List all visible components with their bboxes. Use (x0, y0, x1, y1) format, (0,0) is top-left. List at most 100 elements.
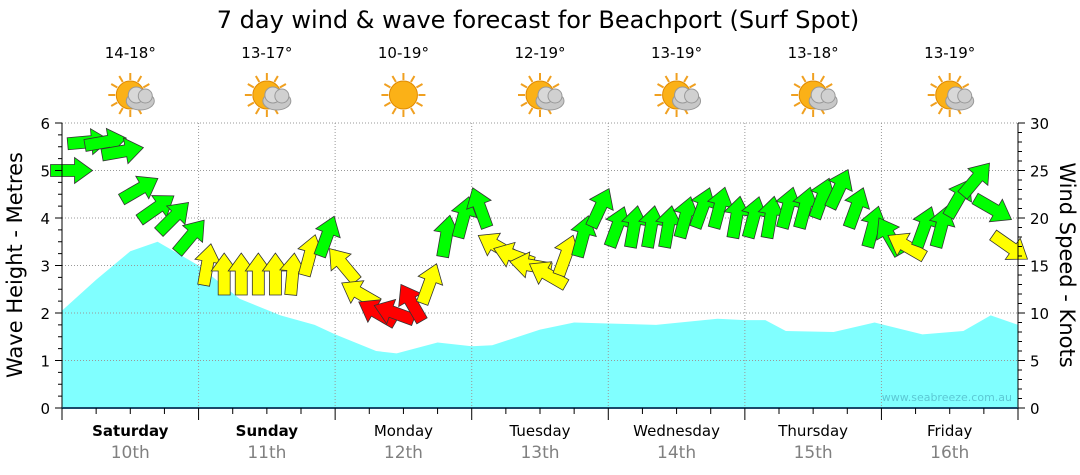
wind-arrow (244, 252, 273, 296)
wind-arrow-shape (466, 187, 494, 230)
sun-ray (391, 75, 397, 83)
wind-arrow-shape (792, 186, 819, 230)
wind-arrow-shape (672, 196, 700, 240)
left-tick-label: 2 (40, 305, 50, 323)
day-label: Friday (927, 422, 973, 440)
wind-arrow-shape (194, 243, 222, 287)
left-axis-label: Wave Height - Metres (3, 152, 27, 378)
sun-ray (383, 83, 391, 89)
cloud-shape (957, 88, 973, 104)
wind-arrow (210, 252, 238, 296)
sun-ray (657, 101, 665, 107)
sun-ray (930, 101, 938, 107)
wind-arrow (638, 205, 666, 249)
wind-arrow (824, 168, 853, 211)
day-temp-range: 13-17° (241, 44, 292, 62)
wind-arrow (971, 192, 1013, 223)
sun-ray (273, 75, 279, 83)
wind-arrow (887, 232, 928, 263)
wind-arrow-shape (757, 195, 785, 240)
wind-arrow-shape (585, 187, 614, 230)
sun-ray (410, 75, 416, 83)
wind-arrow-shape (227, 252, 256, 296)
wind-arrow (313, 215, 341, 259)
wind-arrow-shape (100, 137, 145, 165)
wind-arrow (957, 162, 990, 200)
sun-ray (937, 75, 944, 83)
right-tick-label: 15 (1030, 258, 1049, 276)
sun-cloud-icon (927, 73, 975, 117)
sun-disc (388, 80, 418, 110)
day-temp-range: 12-19° (514, 44, 565, 62)
cloud-shape (684, 88, 700, 104)
sun-cloud-icon (791, 73, 838, 117)
sun-ray (930, 83, 938, 89)
sun-ray (793, 83, 801, 89)
wind-arrow (416, 263, 444, 306)
wind-arrow (620, 205, 649, 249)
wind-arrow-shape (620, 205, 649, 249)
day-label: Sunday (236, 422, 299, 440)
date-label: 11th (247, 443, 286, 463)
sun-ray (136, 75, 143, 83)
right-tick-label: 30 (1030, 115, 1049, 133)
wind-arrow (172, 219, 205, 257)
day-temp-range: 13-19° (924, 44, 975, 62)
wind-arrow (706, 186, 734, 230)
wind-arrow-shape (50, 156, 94, 185)
sun-cloud-icon (244, 73, 292, 117)
sun-ray (415, 83, 423, 89)
sun-ray (664, 107, 670, 115)
cloud-shape (137, 88, 153, 104)
wind-arrow (757, 195, 785, 240)
wind-arrow-shape (842, 187, 871, 230)
wind-arrow-shape (989, 229, 1029, 260)
date-label: 14th (657, 443, 696, 463)
sun-ray (683, 75, 689, 83)
wind-arrow-shape (313, 215, 341, 259)
sun-cloud-icon (108, 73, 155, 117)
day-label: Saturday (92, 422, 169, 440)
wind-arrow (117, 175, 159, 206)
sun-ray (118, 107, 124, 115)
sun-ray (247, 101, 255, 107)
wind-arrow (194, 243, 222, 287)
wind-arrow-shape (398, 283, 428, 325)
sun-ray (279, 83, 287, 89)
left-tick-label: 6 (40, 115, 50, 133)
day-label: Thursday (777, 422, 848, 440)
sun-ray (664, 75, 670, 83)
sun-icon (381, 73, 426, 117)
right-tick-label: 20 (1030, 210, 1049, 228)
wind-arrow (154, 201, 190, 237)
sun-ray (552, 83, 560, 89)
wind-arrow (398, 283, 428, 325)
chart-title: 7 day wind & wave forecast for Beachport… (217, 6, 859, 34)
sun-cloud-icon (518, 73, 565, 117)
sun-ray (956, 75, 962, 83)
date-label: 16th (930, 443, 969, 463)
day-temp-range: 13-18° (788, 44, 839, 62)
sun-ray (801, 75, 807, 83)
day-label: Monday (374, 422, 433, 440)
left-tick-label: 5 (40, 163, 50, 181)
sun-ray (528, 107, 534, 115)
left-tick-label: 4 (40, 210, 50, 228)
sun-ray (254, 107, 261, 115)
day-temp-range: 14-18° (105, 44, 156, 62)
wind-arrow-shape (887, 232, 928, 263)
wind-arrow (860, 205, 888, 249)
sun-ray (546, 75, 552, 83)
sun-ray (657, 83, 665, 89)
right-tick-label: 0 (1030, 400, 1040, 418)
sun-ray (962, 83, 970, 89)
date-label: 10th (111, 443, 150, 463)
sun-ray (383, 101, 391, 107)
day-label: Tuesday (508, 422, 570, 440)
day-temp-range: 10-19° (378, 44, 429, 62)
wind-arrow-shape (244, 252, 273, 296)
cloud-shape (547, 88, 563, 104)
wind-arrow-shape (416, 263, 444, 306)
cloud-shape (274, 88, 290, 104)
sun-ray (520, 83, 528, 89)
